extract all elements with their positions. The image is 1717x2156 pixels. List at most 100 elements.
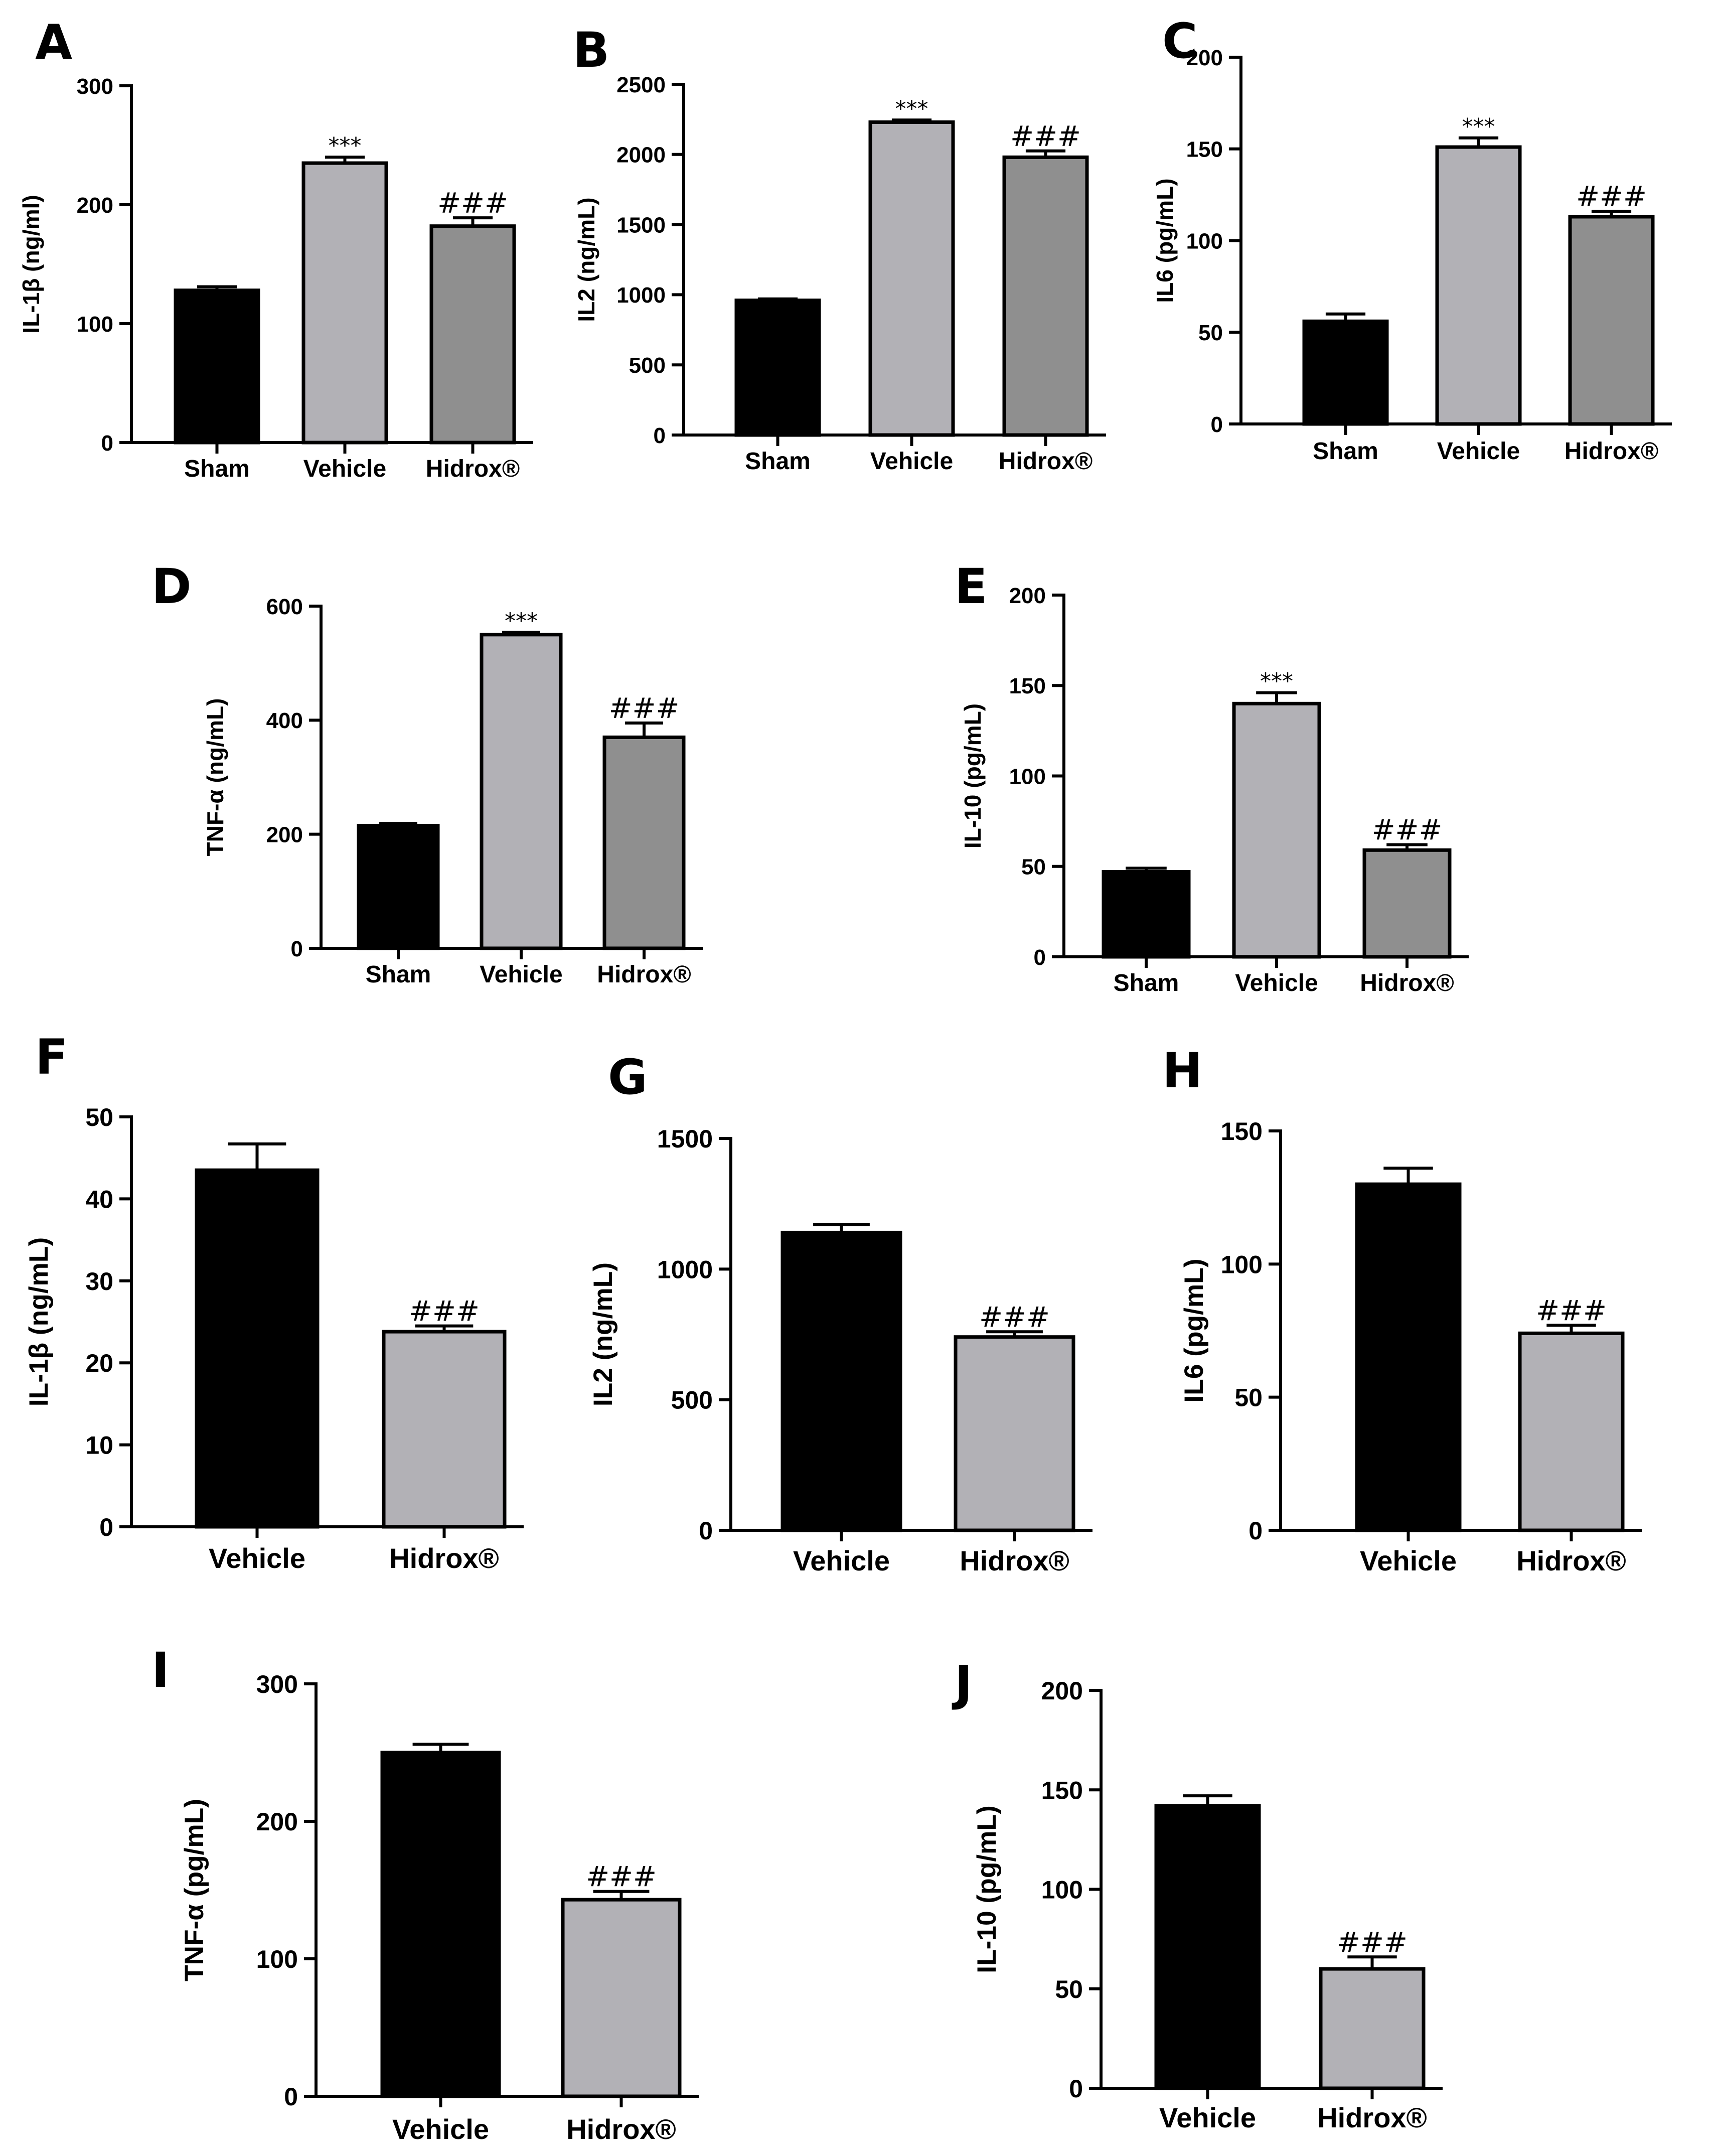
y-tick-label: 500 [629,353,666,378]
y-tick-label: 0 [1248,1517,1263,1545]
y-tick-label: 50 [1021,855,1046,880]
y-tick-label: 1000 [616,283,666,308]
bar-vehicle [868,120,955,437]
panel-letter: D [151,558,192,615]
y-tick-label: 10 [85,1431,113,1460]
bar-vehicle [195,1168,320,1529]
significance-hashes: ### [1536,1295,1607,1327]
bar-hidrox [1319,1967,1426,2090]
bar-vehicle [480,633,563,950]
panel-d: D 0 200 400 600 TNF-α (ng/mL) Sham Vehicle *** Hi… [151,558,703,988]
category-label: Hidrox® [1360,970,1454,996]
significance-stars: *** [329,133,362,159]
category-label: Hidrox® [566,2113,676,2145]
y-tick-label: 30 [85,1267,113,1296]
y-tick-label: 0 [1034,945,1046,970]
bar-vehicle [380,1751,501,2098]
category-label: Hidrox® [389,1542,499,1574]
bar-hidrox [429,224,516,445]
y-axis-label: IL-1β (ng/mL) [24,1237,54,1406]
panel-letter: H [1162,1043,1202,1099]
y-tick-label: 2500 [616,73,666,97]
y-tick-label: 300 [256,1670,298,1698]
category-label: Hidrox® [426,456,520,482]
bar-hidrox [1568,215,1655,426]
y-tick-label: 200 [1186,46,1223,70]
y-tick-label: 150 [1009,674,1046,698]
y-tick-label: 0 [1211,412,1223,437]
panel-a: A 0 100 200 300 IL-1β (ng/ml) Sham Vehicle *** Hi… [18,15,533,482]
significance-hashes: ### [1372,814,1443,846]
y-tick-label: 100 [77,312,113,337]
panel-g: G 0 500 1000 1500 IL2 (ng/mL) Vehicle Hidrox® ##… [588,1049,1092,1576]
y-tick-label: 0 [1069,2075,1083,2103]
significance-hashes: ### [437,187,508,220]
category-label: Vehicle [870,448,953,475]
bar-vehicle [1232,701,1321,959]
y-axis-label: IL6 (pg/mL) [1152,178,1178,303]
y-tick-label: 50 [1055,1975,1083,2003]
y-tick-label: 50 [85,1103,113,1131]
bar-sham [357,824,440,950]
significance-hashes: ### [609,692,680,725]
bar-hidrox [382,1330,507,1529]
y-axis-label: IL2 (ng/mL) [588,1262,618,1406]
panel-j: J 0 50 100 150 200 IL-10 (pg/mL) Vehicle Hidrox®… [952,1655,1443,2133]
y-tick-label: 0 [101,431,113,456]
category-label: Vehicle [392,2113,489,2145]
panel-letter: C [1162,13,1197,69]
category-label: Vehicle [1235,970,1318,996]
bar-sham [1302,319,1389,426]
category-label: Vehicle [1159,2102,1256,2133]
category-label: Hidrox® [1516,1545,1626,1576]
bar-hidrox [1002,155,1089,437]
bar-hidrox [1518,1331,1625,1532]
category-label: Vehicle [793,1545,890,1576]
y-axis-label: TNF-α (ng/mL) [202,698,228,856]
y-tick-label: 400 [266,708,303,733]
bar-sham [174,289,260,445]
significance-stars: *** [1260,669,1293,694]
significance-hashes: ### [1010,120,1081,153]
panel-letter: B [573,22,609,78]
y-tick-label: 0 [654,423,666,448]
bar-hidrox [602,735,686,950]
category-label: Sham [745,448,811,475]
y-tick-label: 100 [1009,764,1046,789]
category-label: Sham [184,456,250,482]
y-tick-label: 200 [256,1808,298,1836]
y-tick-label: 40 [85,1185,113,1213]
bar-vehicle [781,1230,902,1532]
bar-vehicle [301,161,388,445]
y-tick-label: 200 [77,193,113,218]
panel-e: E 0 50 100 150 200 IL-10 (pg/mL) Sham Vehicle ***… [955,558,1469,996]
y-tick-label: 0 [99,1513,113,1541]
bar-sham [1102,870,1191,959]
y-axis-label: TNF-α (pg/mL) [180,1799,209,1981]
category-label: Sham [1114,970,1179,996]
panel-letter: I [151,1642,170,1698]
panel-b: B 0 500 1000 1500 2000 2500 IL2 (ng/mL) Sham Vehi… [573,22,1106,475]
significance-stars: *** [895,96,928,121]
panel-f: F 0 10 20 30 40 50 IL-1β (ng/mL) Vehicle Hidrox® #… [24,1029,524,1574]
y-tick-label: 2000 [616,143,666,168]
panel-letter: A [35,15,72,71]
bar-vehicle [1435,145,1522,426]
y-tick-label: 600 [266,595,303,619]
bar-hidrox [954,1335,1075,1532]
y-axis-label: IL2 (ng/mL) [573,197,599,322]
y-tick-label: 0 [291,937,303,961]
y-tick-label: 20 [85,1349,113,1377]
panel-letter: F [35,1029,68,1085]
y-tick-label: 1500 [657,1125,713,1153]
significance-hashes: ### [586,1861,657,1894]
y-tick-label: 100 [1186,229,1223,253]
y-tick-label: 1500 [616,213,666,237]
panel-h: H 0 50 100 150 IL6 (pg/mL) Vehicle Hidrox® ### [1162,1043,1642,1576]
category-label: Sham [1313,438,1378,465]
significance-hashes: ### [1576,181,1647,213]
panel-c: C 0 50 100 150 200 IL6 (pg/mL) Sham Vehicle *** Hi… [1152,13,1672,465]
y-tick-label: 150 [1186,137,1223,162]
significance-hashes: ### [979,1301,1050,1334]
category-label: Hidrox® [597,961,691,988]
